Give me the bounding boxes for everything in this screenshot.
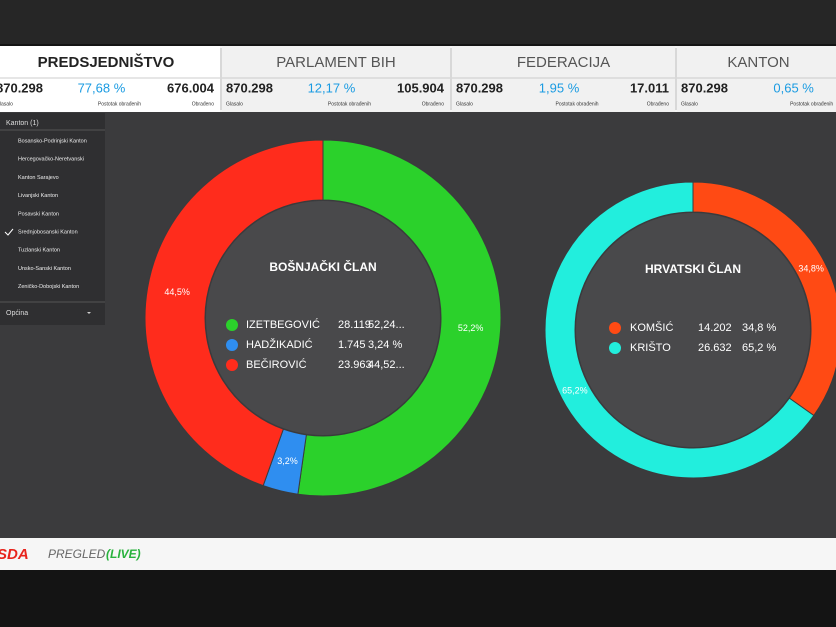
tab-title: PARLAMENT BIH [276, 54, 395, 71]
stat-value: 676.004 [167, 80, 215, 95]
tab[interactable] [677, 46, 836, 112]
sidebar-item[interactable]: Srednjobosanski Kanton [18, 229, 78, 235]
tab[interactable] [0, 46, 220, 112]
donut-hole [576, 213, 810, 447]
tab-title: FEDERACIJA [517, 54, 610, 71]
footer [0, 538, 836, 570]
tab-title: KANTON [727, 54, 789, 71]
tab[interactable] [452, 46, 675, 112]
sidebar-item[interactable]: Tuzlanski Kanton [18, 248, 60, 254]
sidebar-item[interactable]: Hercegovačko-Neretvanski [18, 157, 84, 163]
donut-hole [206, 201, 440, 435]
sidebar-item[interactable]: Posavski Kanton [18, 211, 59, 217]
donut-segment[interactable] [544, 181, 815, 479]
legend-dot [609, 342, 621, 354]
legend-votes: 26.632 [698, 342, 732, 354]
stat-label: Glasalo [226, 101, 243, 107]
tab[interactable] [222, 46, 450, 112]
stat-label: Obrađeno [647, 101, 669, 107]
legend-share: 3,24 % [368, 339, 402, 351]
stat-label: Obrađeno [192, 101, 214, 107]
stat-label: Glasalo [681, 101, 698, 107]
stat-value: 870.298 [226, 80, 273, 95]
stat-label: Postotak obrađenih [555, 101, 598, 107]
wall [0, 0, 836, 44]
segment-label: 34,8% [798, 263, 824, 273]
stat-value: 870.298 [0, 80, 43, 95]
sidebar-title: Kanton (1) [6, 120, 39, 127]
sidebar [0, 113, 105, 325]
legend-dot [226, 319, 238, 331]
legend-name: IZETBEGOVIĆ [246, 318, 320, 331]
legend-share: 65,2 % [742, 342, 776, 354]
stat-value: 17.011 [630, 80, 669, 95]
legend-votes: 28.119 [338, 319, 371, 331]
sidebar-item[interactable]: Bosansko-Podrinjski Kanton [18, 138, 87, 144]
segment-label: 65,2% [562, 385, 588, 395]
legend-votes: 23.963 [338, 359, 372, 371]
stat-label: Obrađeno [422, 101, 444, 107]
chart-title: BOŠNJAČKI ČLAN [269, 259, 376, 274]
stat-label: Glasalo [0, 101, 13, 107]
stat-value: 105.904 [397, 80, 445, 95]
stat-value: 12,17 % [308, 80, 356, 95]
donut-segment[interactable] [297, 139, 502, 497]
stat-value: 1,95 % [539, 80, 580, 95]
dropdown-caret [87, 312, 91, 314]
legend-name: BEČIROVIĆ [246, 358, 307, 371]
donut-segment[interactable] [144, 139, 324, 487]
stat-label: Postotak obrađenih [328, 101, 371, 107]
footer-title: PREGLED [48, 547, 106, 561]
legend-share: 34,8 % [742, 322, 776, 334]
sidebar-item[interactable]: Unsko-Sanski Kanton [18, 266, 71, 272]
sidebar-item[interactable]: Zeničko-Dobojski Kanton [18, 284, 79, 290]
sidebar-item[interactable]: Livanjski Kanton [18, 193, 58, 199]
legend-name: KOMŠIĆ [630, 321, 673, 334]
legend-votes: 1.745 [338, 339, 366, 351]
legend-votes: 14.202 [698, 322, 732, 334]
legend-name: KRIŠTO [630, 341, 671, 354]
segment-label: 44,5% [164, 287, 190, 297]
stat-label: Postotak obrađenih [98, 101, 141, 107]
chart-title: HRVATSKI ČLAN [645, 261, 741, 276]
legend-dot [609, 322, 621, 334]
legend-dot [226, 359, 238, 371]
sidebar-item[interactable]: Kanton Sarajevo [18, 175, 59, 181]
footer-live: (LIVE) [106, 547, 141, 561]
segment-label: 52,2% [458, 323, 484, 333]
tab-title: PREDSJEDNIŠTVO [38, 53, 175, 71]
sidebar-section[interactable]: Općina [6, 310, 28, 317]
stat-label: Glasalo [456, 101, 473, 107]
stat-value: 0,65 % [773, 80, 814, 95]
stat-label: Postotak obrađenih [790, 101, 833, 107]
legend-dot [226, 339, 238, 351]
brand: SDA [0, 546, 29, 563]
segment-label: 3,2% [277, 456, 298, 466]
stat-value: 870.298 [681, 80, 728, 95]
stat-value: 77,68 % [78, 80, 126, 95]
checkmark [4, 228, 14, 236]
legend-name: HADŽIKADIĆ [246, 338, 313, 351]
legend-share: 52,24... [368, 319, 405, 331]
legend-share: 44,52... [368, 359, 405, 371]
stat-value: 870.298 [456, 80, 503, 95]
